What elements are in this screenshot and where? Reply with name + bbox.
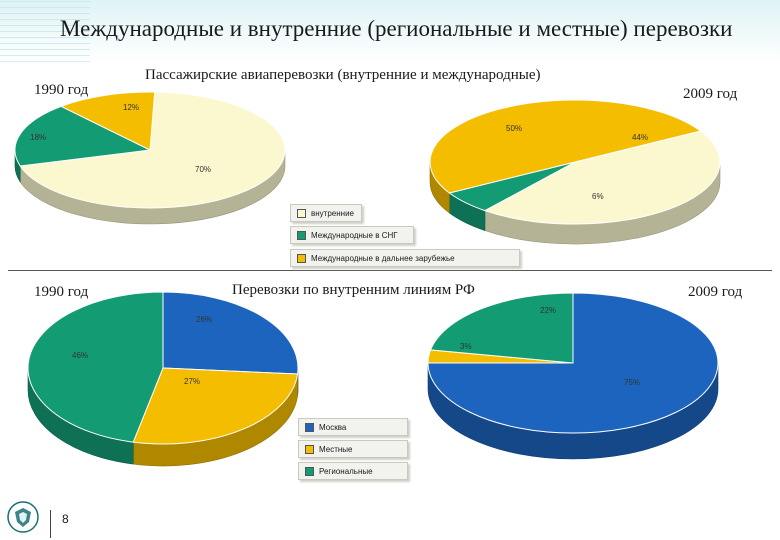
- section-divider: [8, 270, 772, 271]
- legend-label: Москва: [319, 422, 347, 432]
- pie-slice: [59, 91, 156, 151]
- legend-item-domestic: внутренние: [290, 204, 362, 222]
- legend-swatch: [297, 253, 306, 263]
- pie-slice: [429, 292, 574, 364]
- chart-1-title: Пассажирские авиаперевозки (внутренние и…: [145, 67, 541, 83]
- legend-item-regional: Региональные: [298, 462, 408, 480]
- chart-2-year-left: 1990 год: [34, 284, 89, 300]
- pie-data-label: 12%: [123, 103, 139, 112]
- pie-slice: [132, 367, 299, 445]
- legend-label: внутренние: [311, 208, 354, 218]
- emblem-logo: [7, 501, 39, 533]
- legend-label: Региональные: [319, 466, 373, 476]
- pie-data-label: 75%: [624, 378, 640, 387]
- chart-2-title: Перевозки по внутренним линиям РФ: [232, 282, 475, 298]
- pie-data-label: 22%: [540, 306, 556, 315]
- pie-data-label: 44%: [632, 133, 648, 142]
- page-number-divider: [50, 510, 51, 538]
- legend-label: Международные в дальнее зарубежье: [311, 253, 455, 263]
- pie-data-label: 3%: [460, 342, 472, 351]
- pie-slice: [429, 99, 702, 194]
- pie-slice: [27, 291, 164, 443]
- chart-2-year-right: 2009 год: [688, 284, 743, 300]
- pie-data-label: 70%: [195, 165, 211, 174]
- pie-slice: [162, 291, 299, 375]
- chart-1-year-right: 2009 год: [683, 86, 738, 102]
- legend-item-moscow: Москва: [298, 418, 408, 436]
- pie-data-label: 26%: [196, 315, 212, 324]
- pie-slice: [483, 130, 721, 225]
- header-band: [0, 0, 780, 62]
- legend-swatch: [305, 422, 314, 432]
- page-title: Международные и внутренние (региональные…: [60, 16, 733, 41]
- legend-swatch: [297, 230, 306, 240]
- legend-item-local: Местные: [298, 440, 408, 458]
- legend-swatch: [305, 466, 314, 476]
- legend-item-cis: Международные в СНГ: [290, 226, 414, 244]
- page-number: 8: [62, 512, 69, 526]
- pie-data-label: 27%: [184, 377, 200, 386]
- legend-item-far-abroad: Международные в дальнее зарубежье: [290, 249, 520, 267]
- legend-swatch: [297, 208, 306, 218]
- legend-swatch: [305, 444, 314, 454]
- pie-data-label: 46%: [72, 351, 88, 360]
- pie-data-label: 18%: [30, 133, 46, 142]
- legend-label: Местные: [319, 444, 353, 454]
- pie-data-label: 6%: [592, 192, 604, 201]
- legend-label: Международные в СНГ: [311, 230, 398, 240]
- pie-slice: [14, 105, 152, 167]
- pie-slice: [19, 91, 286, 209]
- chart-1-year-left: 1990 год: [34, 82, 89, 98]
- pie-data-label: 50%: [506, 124, 522, 133]
